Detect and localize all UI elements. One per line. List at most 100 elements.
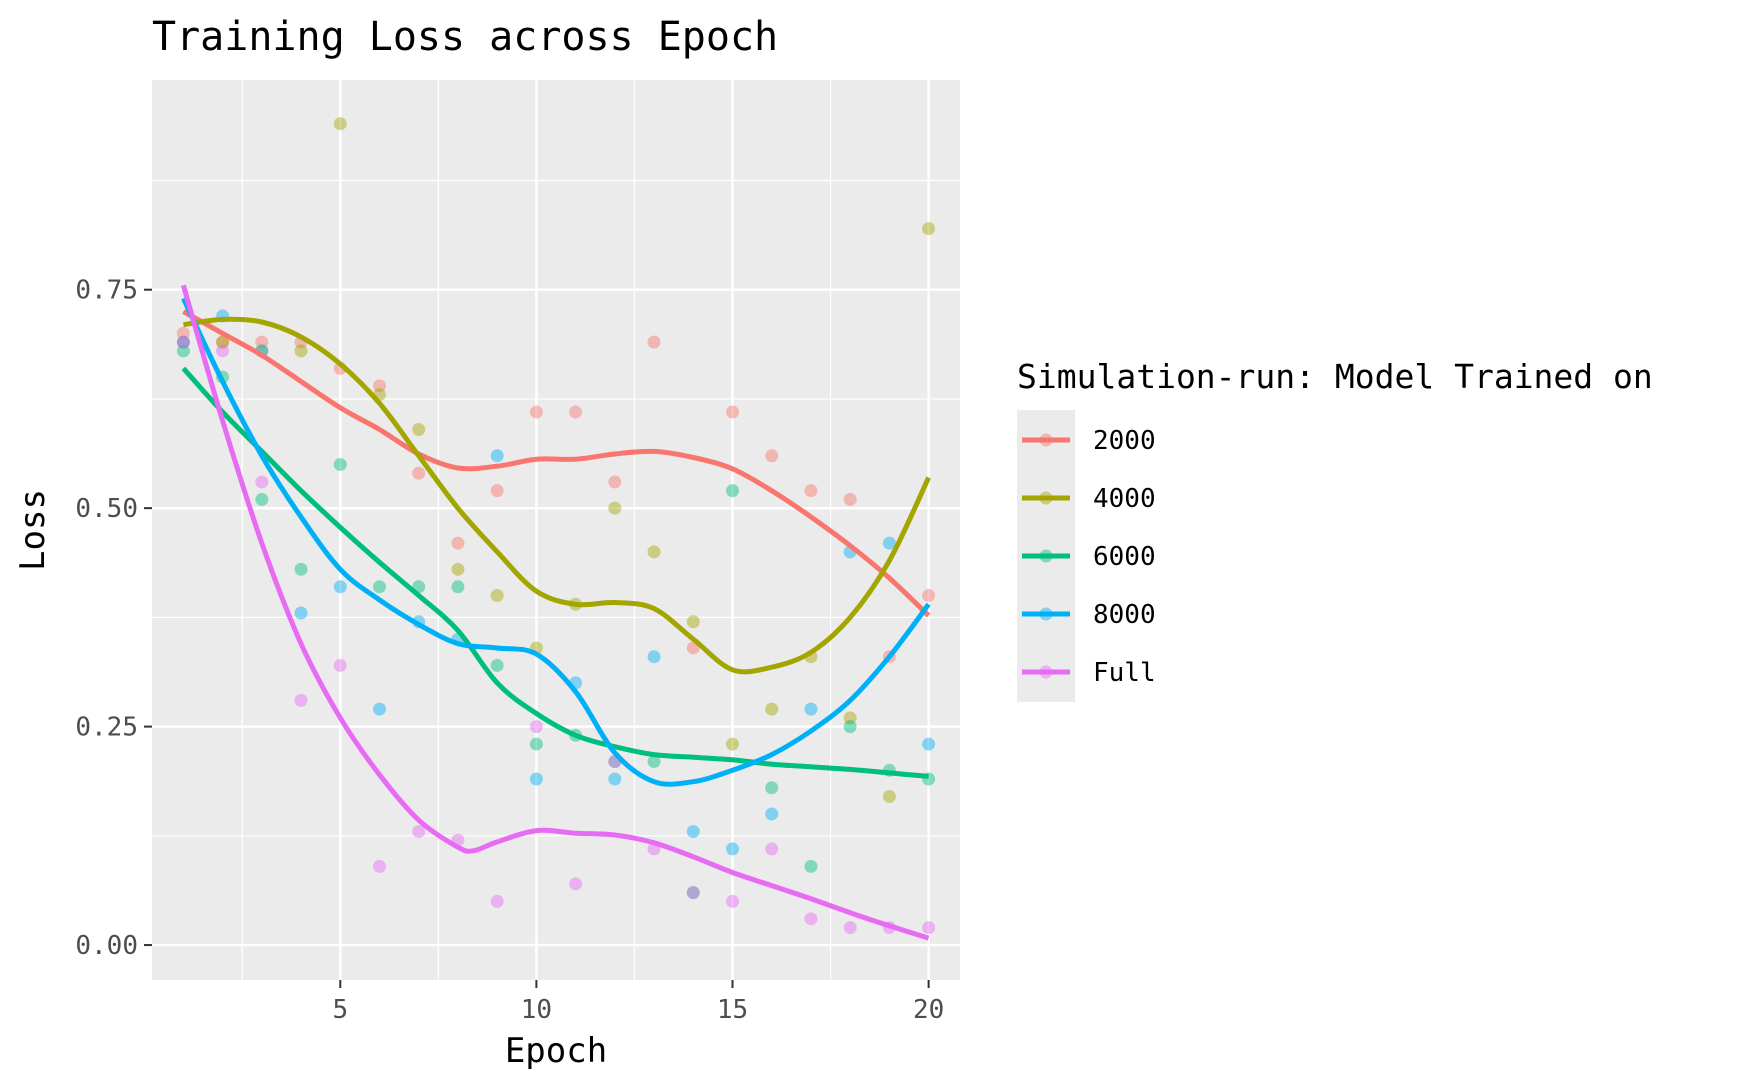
data-point-2000 bbox=[451, 536, 465, 550]
data-point-Full bbox=[569, 877, 583, 891]
data-point-2000 bbox=[176, 326, 190, 340]
y-tick-label: 0.00 bbox=[75, 931, 138, 961]
data-point-8000 bbox=[333, 580, 347, 594]
legend-item-2000: 2000 bbox=[1022, 426, 1156, 456]
data-point-8000 bbox=[726, 842, 740, 856]
data-point-4000 bbox=[647, 545, 661, 559]
smooth-line-6000 bbox=[181, 366, 929, 779]
data-point-Full bbox=[686, 886, 700, 900]
data-point-Full bbox=[529, 720, 543, 734]
data-point-8000 bbox=[176, 335, 190, 349]
data-point-Full bbox=[412, 824, 426, 838]
data-point-4000 bbox=[176, 335, 190, 349]
data-point-8000 bbox=[686, 824, 700, 838]
data-point-2000 bbox=[843, 492, 857, 506]
data-point-4000 bbox=[490, 589, 504, 603]
legend-item-6000: 6000 bbox=[1022, 542, 1156, 572]
data-point-4000 bbox=[882, 790, 896, 804]
legend-label: 8000 bbox=[1093, 600, 1156, 630]
data-point-6000 bbox=[490, 658, 504, 672]
data-point-4000 bbox=[765, 702, 779, 716]
x-tick-label: 20 bbox=[913, 995, 944, 1025]
data-point-Full bbox=[333, 658, 347, 672]
data-point-2000 bbox=[255, 335, 269, 349]
data-point-6000 bbox=[255, 492, 269, 506]
data-point-Full bbox=[726, 894, 740, 908]
legend-item-4000: 4000 bbox=[1022, 484, 1156, 514]
data-point-4000 bbox=[216, 335, 230, 349]
data-point-8000 bbox=[490, 449, 504, 463]
data-point-2000 bbox=[216, 335, 230, 349]
data-point-6000 bbox=[529, 737, 543, 751]
data-point-6000 bbox=[765, 781, 779, 795]
legend-items: 2000 4000 6000 8000 Full bbox=[1022, 426, 1156, 688]
data-point-Full bbox=[372, 859, 386, 873]
data-point-4000 bbox=[451, 562, 465, 576]
smooth-line-2000 bbox=[182, 309, 931, 618]
data-point-2000 bbox=[529, 405, 543, 419]
legend-label: 2000 bbox=[1093, 426, 1156, 456]
legend-item-8000: 8000 bbox=[1022, 600, 1156, 630]
x-tick-label: 15 bbox=[717, 995, 748, 1025]
minor-gridlines bbox=[152, 80, 960, 980]
legend-label: 4000 bbox=[1093, 484, 1156, 514]
data-point-Full bbox=[804, 912, 818, 926]
data-point-6000 bbox=[333, 457, 347, 471]
data-point-4000 bbox=[333, 117, 347, 131]
data-point-2000 bbox=[922, 589, 936, 603]
data-point-6000 bbox=[804, 859, 818, 873]
legend-key-point bbox=[1039, 549, 1053, 563]
data-point-Full bbox=[255, 475, 269, 489]
legend-title: Simulation-run: Model Trained on bbox=[1017, 357, 1653, 396]
data-point-4000 bbox=[922, 222, 936, 236]
legend-key-point bbox=[1039, 491, 1053, 505]
data-point-2000 bbox=[804, 484, 818, 498]
data-point-6000 bbox=[686, 886, 700, 900]
data-point-6000 bbox=[372, 580, 386, 594]
data-point-8000 bbox=[922, 737, 936, 751]
plot-panel bbox=[152, 80, 960, 980]
data-point-6000 bbox=[647, 755, 661, 769]
smooth-line-8000 bbox=[181, 297, 931, 787]
data-point-4000 bbox=[726, 737, 740, 751]
legend: Simulation-run: Model Trained on 2000 400… bbox=[1017, 357, 1653, 702]
y-tick-label: 0.75 bbox=[75, 276, 138, 306]
data-point-6000 bbox=[176, 344, 190, 358]
data-point-4000 bbox=[294, 344, 308, 358]
legend-label: 6000 bbox=[1093, 542, 1156, 572]
data-point-2000 bbox=[569, 405, 583, 419]
chart-title: Training Loss across Epoch bbox=[152, 14, 778, 60]
x-axis: 5 10 15 20 bbox=[332, 980, 944, 1025]
data-point-2000 bbox=[765, 449, 779, 463]
x-tick-label: 5 bbox=[332, 995, 348, 1025]
data-point-8000 bbox=[372, 702, 386, 716]
smooth-line-Full bbox=[180, 284, 930, 941]
data-point-Full bbox=[216, 344, 230, 358]
legend-item-Full: Full bbox=[1022, 658, 1156, 688]
data-point-Full bbox=[294, 693, 308, 707]
data-point-6000 bbox=[451, 580, 465, 594]
data-point-8000 bbox=[529, 772, 543, 786]
data-point-2000 bbox=[412, 466, 426, 480]
y-tick-label: 0.50 bbox=[75, 494, 138, 524]
data-point-6000 bbox=[843, 720, 857, 734]
legend-key-point bbox=[1039, 433, 1053, 447]
data-point-2000 bbox=[490, 484, 504, 498]
data-point-2000 bbox=[647, 335, 661, 349]
data-point-8000 bbox=[804, 702, 818, 716]
legend-key-point bbox=[1039, 607, 1053, 621]
data-point-2000 bbox=[726, 405, 740, 419]
y-tick-label: 0.25 bbox=[75, 713, 138, 743]
smooth-line-4000 bbox=[183, 316, 931, 675]
data-point-8000 bbox=[882, 536, 896, 550]
data-point-2000 bbox=[372, 379, 386, 393]
smoothed-lines bbox=[180, 284, 931, 941]
y-axis: 0.00 0.25 0.50 0.75 bbox=[75, 276, 152, 961]
x-axis-title: Epoch bbox=[505, 1031, 607, 1071]
data-point-Full bbox=[922, 921, 936, 935]
data-point-8000 bbox=[647, 650, 661, 664]
data-point-6000 bbox=[726, 484, 740, 498]
data-point-8000 bbox=[765, 807, 779, 821]
data-point-4000 bbox=[843, 711, 857, 725]
